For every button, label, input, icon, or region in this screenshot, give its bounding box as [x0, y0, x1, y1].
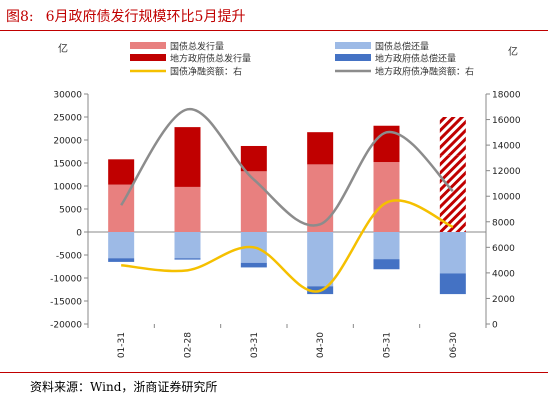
y-tick-label-left: -10000 [50, 275, 82, 285]
legend-label: 地方政府债总偿还量 [375, 53, 456, 65]
bar-treasury-issuance [307, 164, 334, 232]
y-tick-label-left: 0 [76, 229, 82, 239]
bar-local-bond-repayment [108, 258, 135, 262]
y-tick-label-left: 10000 [53, 183, 82, 193]
y-tick-label-left: 30000 [53, 91, 82, 101]
bar-local-bond-issuance [240, 145, 267, 172]
legend-label: 地方政府债总发行量 [170, 53, 251, 65]
line-local-net-financing [120, 108, 454, 227]
x-tick-label: 01-31 [117, 332, 127, 358]
y-tick-label-right: 10000 [492, 193, 521, 203]
y-tick-label-left: -5000 [56, 252, 82, 262]
bar-treasury-repayment [439, 232, 466, 274]
legend-label: 地方政府债净融资额：右 [375, 66, 474, 78]
bar-local-bond-repayment [373, 259, 400, 270]
legend-swatch [335, 42, 371, 49]
title-divider [0, 30, 548, 31]
bar-treasury-issuance [240, 171, 267, 232]
y-tick-label-right: 16000 [492, 116, 521, 126]
legend-label: 国债总发行量 [170, 41, 224, 53]
chart-labels: 亿 亿 -20000 -15000 -10000 -5000 0 5000 10000 15000… [50, 42, 521, 358]
x-tick-label: 06-30 [449, 332, 459, 358]
y-tick-label-right: 18000 [492, 91, 521, 101]
bar-treasury-issuance [439, 155, 466, 232]
y-tick-label-right: 0 [492, 321, 498, 331]
bar-local-bond-issuance [307, 132, 334, 165]
bar-treasury-repayment [373, 232, 400, 260]
source-divider [0, 372, 548, 373]
line-treasury-net-financing [121, 199, 454, 293]
x-tick-label: 02-28 [184, 332, 194, 358]
y-tick-label-left: 25000 [53, 114, 82, 124]
bar-treasury-repayment [307, 232, 334, 287]
bar-local-bond-issuance [439, 117, 466, 156]
y-right-unit: 亿 [508, 45, 518, 58]
x-tick-label: 03-31 [250, 332, 260, 358]
chart-lines [120, 108, 454, 293]
y-tick-label-right: 2000 [492, 295, 515, 305]
x-tick-label: 04-30 [316, 332, 326, 358]
legend-swatch [130, 54, 166, 61]
bar-treasury-repayment [108, 232, 135, 259]
legend-swatch [335, 54, 371, 61]
y-tick-label-right: 4000 [492, 269, 515, 279]
bar-treasury-issuance [174, 186, 201, 232]
figure-title-text: 6月政府债发行规模环比5月提升 [45, 9, 246, 25]
y-tick-label-right: 12000 [492, 167, 521, 177]
x-tick-label: 05-31 [383, 332, 393, 358]
y-tick-label-left: 15000 [53, 160, 82, 170]
y-tick-label-right: 6000 [492, 244, 515, 254]
y-tick-label-left: -15000 [50, 298, 82, 308]
y-tick-label-left: -20000 [50, 321, 82, 331]
figure-title: 图8: 6月政府债发行规模环比5月提升 [6, 6, 245, 26]
bar-treasury-issuance [373, 162, 400, 232]
y-tick-label-right: 14000 [492, 142, 521, 152]
y-tick-label-left: 5000 [59, 206, 82, 216]
legend-label: 国债总偿还量 [375, 41, 429, 53]
bar-treasury-repayment [174, 232, 201, 259]
bar-local-bond-repayment [240, 262, 267, 268]
y-tick-label-right: 8000 [492, 218, 515, 228]
bar-local-bond-issuance [108, 159, 135, 185]
y-left-unit: 亿 [58, 42, 68, 55]
figure-label: 图8: [6, 9, 34, 25]
legend-label: 国债净融资额：右 [170, 66, 242, 78]
legend-swatch [130, 42, 166, 49]
bar-local-bond-repayment [174, 258, 201, 260]
bar-local-bond-repayment [439, 273, 466, 295]
y-tick-label-left: 20000 [53, 137, 82, 147]
chart-axes [84, 93, 490, 328]
bar-local-bond-issuance [174, 127, 201, 187]
source-note: 资料来源：Wind，浙商证券研究所 [30, 380, 218, 394]
